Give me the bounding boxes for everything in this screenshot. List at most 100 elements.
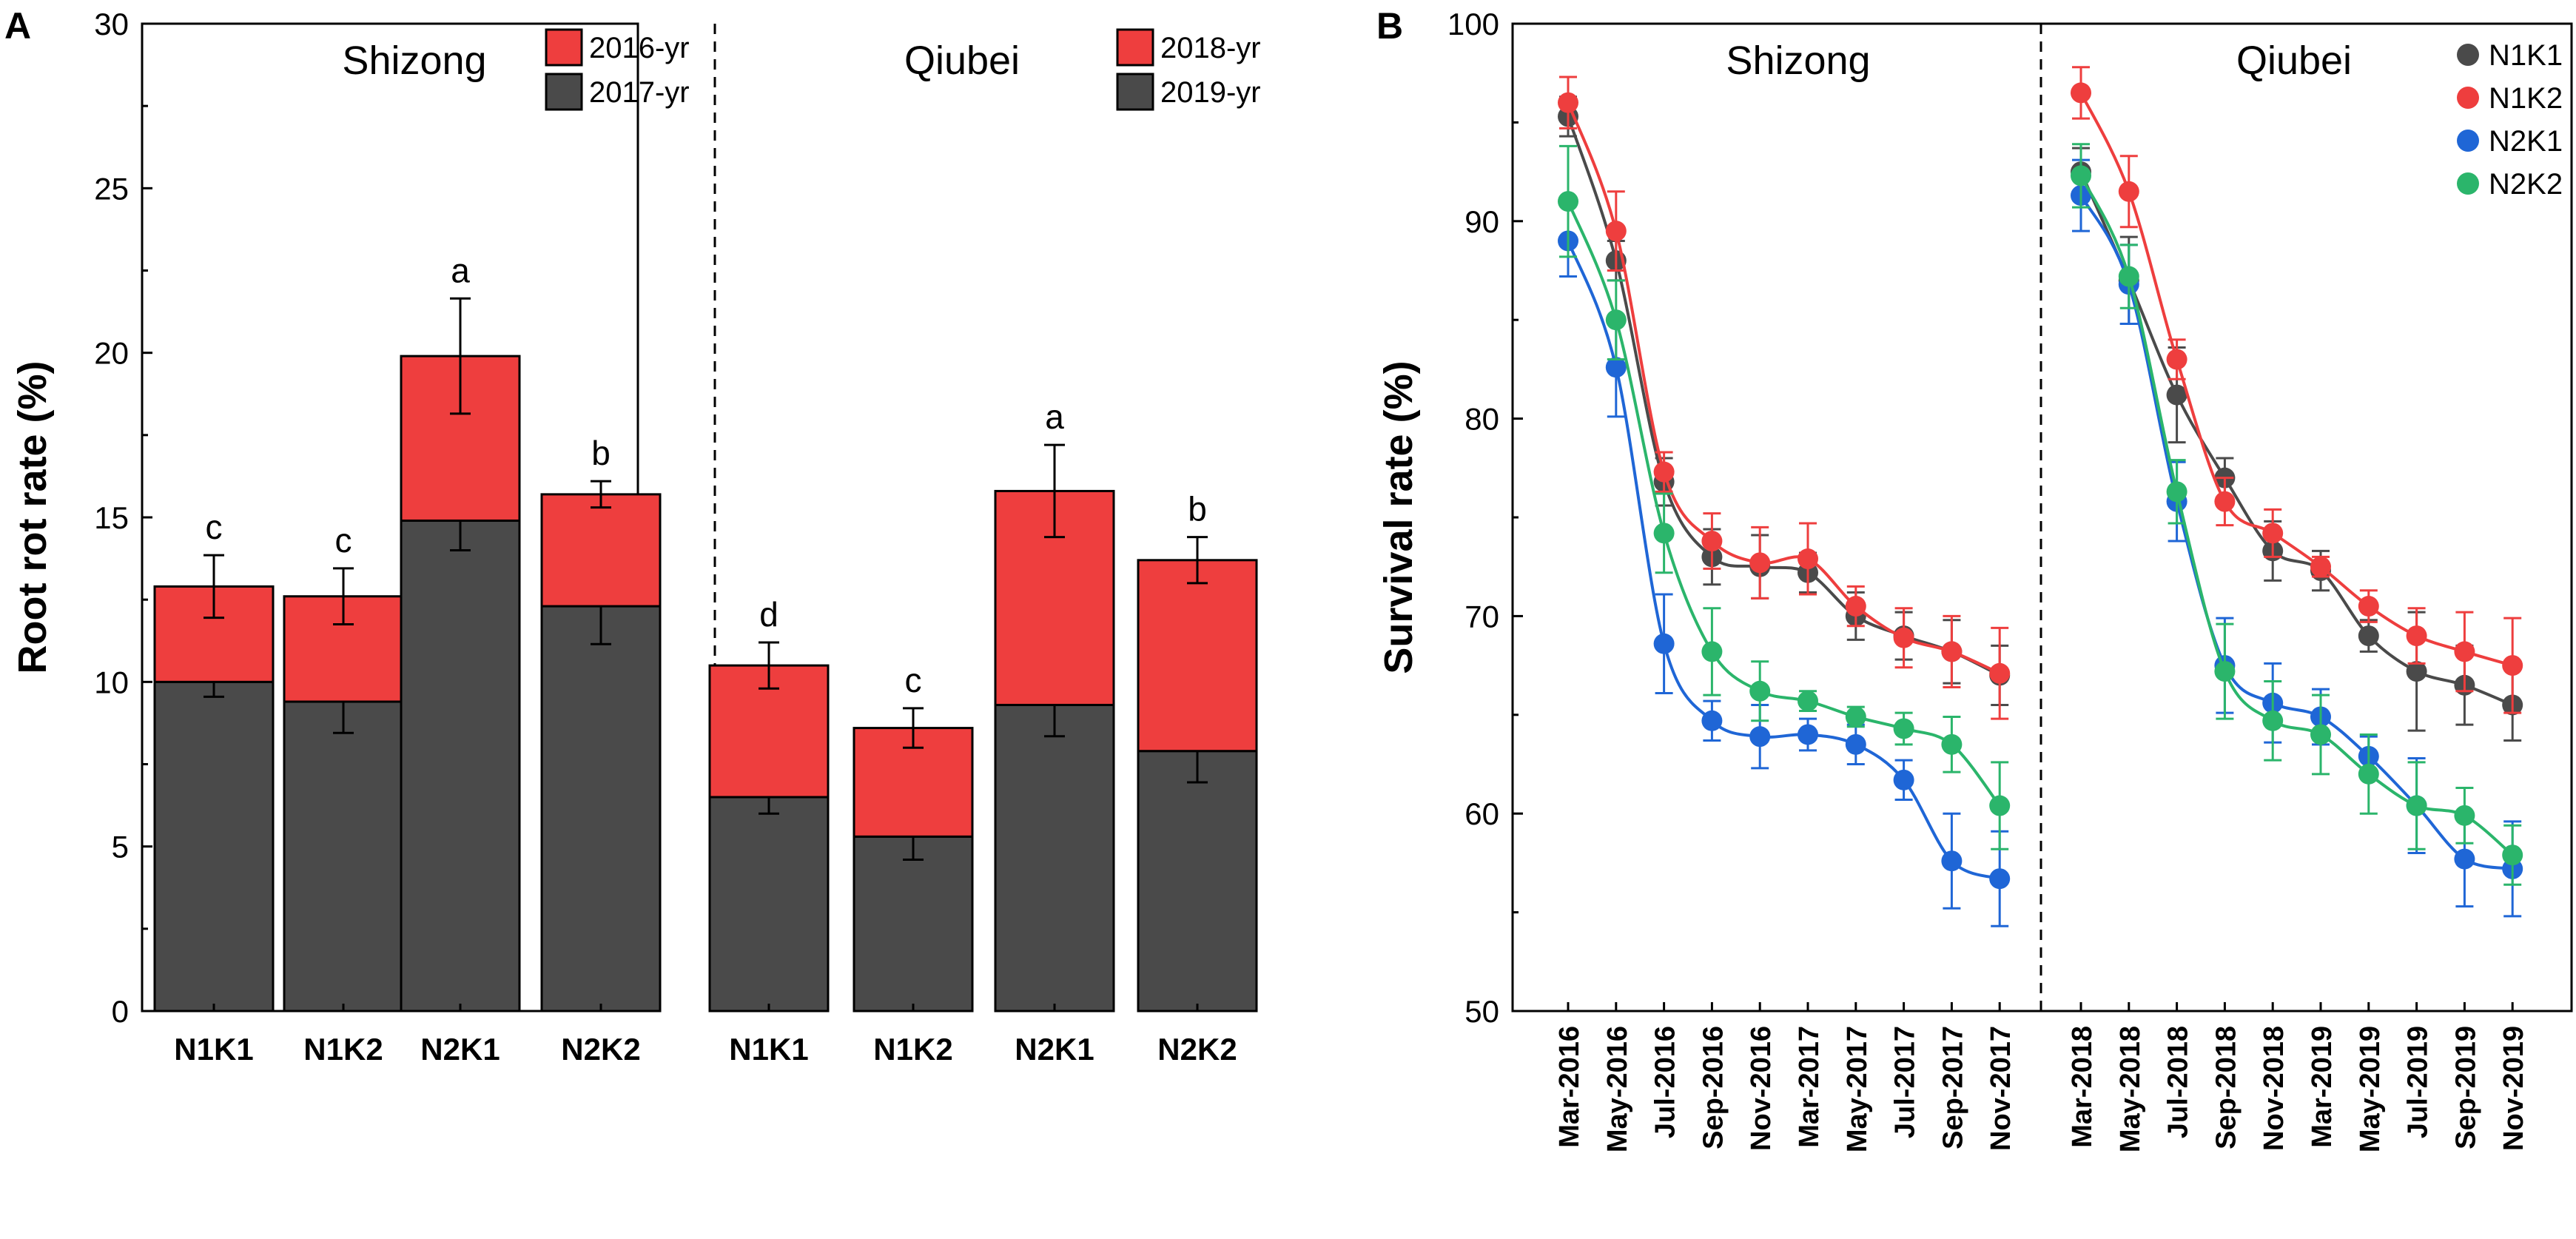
point-N2K2 [1989, 795, 2011, 816]
x-tick-label-b: May-2019 [2355, 1026, 2386, 1152]
point-N2K2 [1798, 691, 1818, 712]
x-tick-label-b: Sep-2016 [1698, 1026, 1729, 1149]
point-N1K2 [1749, 552, 1771, 574]
bar-shizong-n2k2-2016-yr [540, 493, 662, 608]
panel-b-label: B [1376, 5, 1403, 47]
point-N1K2 [2310, 556, 2331, 577]
legend-swatch-a [545, 28, 583, 67]
significance-letter: c [335, 521, 352, 560]
point-N1K2 [2406, 625, 2427, 647]
point-N1K2 [1653, 461, 1675, 483]
panel-a-chart: 0 5 10 15 20 25 30 Root rot rate (%) c N1K1 c N1K2 a… [10, 7, 1261, 1067]
point-N1K2 [2502, 655, 2523, 676]
line-qiubei-N2K1 [2079, 195, 2513, 870]
point-N1K1 [2166, 384, 2187, 406]
y-tick-label-a: 30 [94, 7, 129, 41]
y-tick-label-b: 80 [1464, 402, 1499, 437]
point-N1K2 [1989, 662, 2011, 684]
x-tick-label-b: Mar-2019 [2307, 1026, 2338, 1148]
y-tick-label-b: 100 [1447, 7, 1499, 41]
bar-qiubei-n2k1-2019-yr [994, 703, 1115, 1013]
site-title-a: Shizong [342, 38, 486, 83]
point-N2K2 [2166, 481, 2187, 503]
x-tick-label-a: N2K1 [420, 1032, 500, 1067]
x-tick-label-b: Jul-2019 [2403, 1026, 2434, 1138]
point-N1K1 [2406, 661, 2427, 682]
x-tick-label-a: N1K1 [174, 1032, 253, 1067]
significance-letter: b [591, 434, 611, 472]
x-tick-label-b: May-2016 [1602, 1026, 1633, 1152]
point-N1K2 [1941, 641, 1963, 662]
point-N1K2 [2262, 523, 2284, 544]
point-N1K1 [2358, 625, 2379, 647]
y-tick-label-b: 90 [1464, 204, 1499, 239]
point-N1K2 [2358, 596, 2379, 617]
line-qiubei-N2K2 [2079, 175, 2514, 856]
point-N2K1 [1701, 710, 1723, 731]
x-tick-label-a: N1K2 [303, 1032, 383, 1067]
point-N1K2 [1798, 548, 1818, 570]
point-N2K2 [2406, 795, 2427, 816]
y-tick-label-a: 25 [94, 171, 129, 206]
x-tick-label-b: Nov-2018 [2259, 1026, 2290, 1151]
significance-letter: a [451, 251, 470, 289]
point-N2K2 [2071, 165, 2091, 187]
point-N2K2 [2358, 763, 2379, 785]
x-tick-label-b: Jul-2017 [1890, 1026, 1921, 1138]
legend-marker-b [2457, 44, 2479, 66]
point-N1K2 [2166, 349, 2187, 370]
bar-shizong-n2k2-2017-yr [540, 605, 662, 1013]
x-tick-label-a: N2K2 [1157, 1032, 1237, 1067]
point-N1K2 [1605, 221, 1627, 242]
significance-letter: a [1045, 397, 1064, 436]
point-N1K2 [1701, 531, 1723, 552]
point-N2K2 [1653, 523, 1675, 544]
point-N1K2 [2118, 181, 2139, 202]
point-N2K1 [1798, 724, 1818, 745]
site-title-a: Qiubei [904, 38, 1020, 83]
point-N1K2 [2214, 491, 2236, 512]
x-tick-label-a: N1K1 [729, 1032, 808, 1067]
point-N1K2 [1845, 596, 1866, 617]
x-tick-label-b: Sep-2018 [2210, 1026, 2242, 1149]
x-tick-label-b: Jul-2018 [2163, 1026, 2194, 1138]
y-axis-label-b: Survival rate (%) [1376, 360, 1421, 674]
bar-shizong-n1k2-2017-yr [283, 700, 404, 1013]
point-N2K2 [1558, 191, 1578, 212]
bar-shizong-n1k1-2017-yr [153, 680, 275, 1013]
point-N2K2 [1845, 706, 1866, 728]
point-N2K1 [1845, 733, 1866, 755]
point-N2K1 [1941, 850, 1963, 872]
point-N2K2 [1749, 680, 1771, 702]
site-title-b: Shizong [1726, 38, 1870, 83]
x-tick-label-b: Nov-2019 [2498, 1026, 2529, 1151]
bar-qiubei-n2k2-2019-yr [1137, 750, 1258, 1013]
point-N1K2 [2071, 82, 2091, 104]
legend-marker-b [2457, 172, 2479, 195]
legend-label-a: 2017-yr [589, 76, 690, 109]
point-N2K2 [2262, 710, 2284, 731]
bar-qiubei-n1k2-2019-yr [852, 835, 974, 1013]
point-N2K2 [2310, 724, 2331, 745]
point-N2K2 [1701, 641, 1723, 662]
significance-letter: d [759, 595, 778, 634]
legend-marker-b [2457, 87, 2479, 109]
y-tick-label-a: 5 [112, 830, 129, 864]
legend-swatch-a [545, 73, 583, 111]
significance-letter: b [1188, 490, 1207, 528]
y-tick-label-b: 70 [1464, 599, 1499, 634]
point-N2K1 [1749, 726, 1771, 748]
point-N2K1 [1653, 633, 1675, 654]
significance-letter: c [206, 508, 223, 546]
legend-label-a: 2018-yr [1160, 32, 1261, 64]
y-tick-label-a: 10 [94, 665, 129, 699]
y-tick-label-a: 15 [94, 500, 129, 535]
point-N2K1 [1605, 357, 1627, 378]
y-tick-label-b: 50 [1464, 994, 1499, 1029]
x-tick-label-b: Sep-2017 [1937, 1026, 1968, 1149]
point-N2K2 [2214, 661, 2236, 682]
x-tick-label-b: Mar-2018 [2067, 1026, 2098, 1148]
legend-label-a: 2019-yr [1160, 76, 1261, 109]
x-tick-label-b: Nov-2016 [1746, 1026, 1777, 1151]
